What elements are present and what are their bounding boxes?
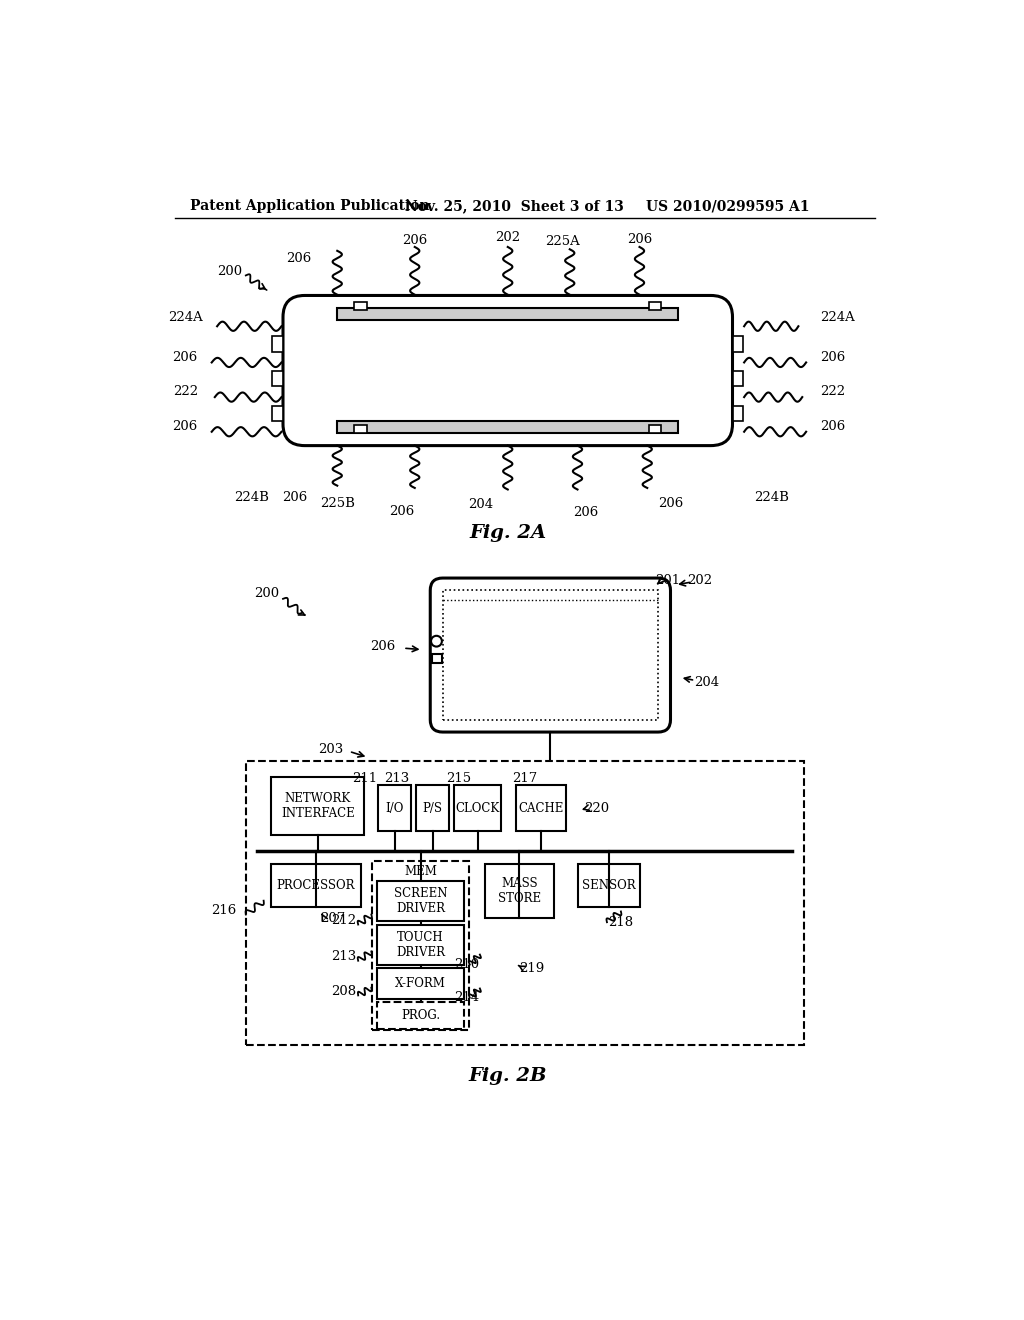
Text: 215: 215: [446, 772, 471, 785]
Text: 211: 211: [351, 772, 377, 785]
Text: SENSOR: SENSOR: [582, 879, 635, 892]
Text: Nov. 25, 2010  Sheet 3 of 13: Nov. 25, 2010 Sheet 3 of 13: [406, 199, 625, 213]
Bar: [484, 865, 554, 919]
Text: 206: 206: [820, 351, 846, 363]
Text: PROCESSOR: PROCESSOR: [276, 879, 355, 892]
Text: US 2010/0299595 A1: US 2010/0299595 A1: [646, 199, 809, 213]
Text: 206: 206: [282, 491, 307, 504]
FancyBboxPatch shape: [430, 578, 671, 733]
Text: 207: 207: [321, 912, 345, 925]
Text: P/S: P/S: [423, 801, 442, 814]
Text: 213: 213: [384, 772, 410, 785]
Bar: [271, 865, 360, 907]
Text: 203: 203: [318, 743, 343, 756]
Bar: [732, 405, 743, 421]
Text: 217: 217: [512, 772, 538, 785]
Text: 202: 202: [687, 574, 713, 587]
Bar: [272, 337, 283, 351]
Bar: [378, 785, 411, 832]
Text: 206: 206: [657, 496, 683, 510]
Text: 206: 206: [172, 420, 198, 433]
Bar: [455, 785, 501, 832]
Text: 206: 206: [627, 232, 652, 246]
Text: 222: 222: [173, 385, 198, 399]
Bar: [354, 425, 367, 433]
Text: 222: 222: [820, 385, 845, 399]
Text: Fig. 2A: Fig. 2A: [469, 524, 547, 543]
Text: 206: 206: [402, 234, 427, 247]
Bar: [272, 405, 283, 421]
Text: 224B: 224B: [754, 491, 788, 504]
Text: 214: 214: [454, 991, 479, 1005]
Bar: [354, 302, 367, 310]
Bar: [377, 1002, 464, 1028]
Text: 204: 204: [693, 676, 719, 689]
Bar: [337, 308, 678, 321]
Text: NETWORK
INTERFACE: NETWORK INTERFACE: [281, 792, 354, 820]
Text: 225B: 225B: [319, 496, 354, 510]
Text: Fig. 2B: Fig. 2B: [469, 1068, 547, 1085]
Text: 208: 208: [332, 985, 356, 998]
Text: 224A: 224A: [820, 310, 855, 323]
Text: CLOCK: CLOCK: [456, 801, 500, 814]
Circle shape: [431, 636, 442, 647]
Text: 206: 206: [389, 504, 414, 517]
Text: 212: 212: [332, 915, 356, 927]
Bar: [246, 760, 804, 1045]
Bar: [337, 421, 678, 433]
Bar: [372, 861, 469, 1030]
Text: 206: 206: [172, 351, 198, 363]
Text: 200: 200: [217, 265, 242, 279]
Bar: [649, 302, 662, 310]
Text: 206: 206: [286, 252, 311, 265]
Text: 219: 219: [519, 962, 545, 975]
Text: 224B: 224B: [234, 491, 269, 504]
Text: CACHE: CACHE: [518, 801, 563, 814]
Text: 206: 206: [820, 420, 846, 433]
Text: 210: 210: [454, 958, 479, 972]
Bar: [377, 880, 464, 921]
Text: MASS
STORE: MASS STORE: [498, 878, 541, 906]
Text: 220: 220: [584, 801, 609, 814]
Bar: [377, 924, 464, 965]
Bar: [377, 969, 464, 999]
Text: PROG.: PROG.: [401, 1008, 440, 1022]
Text: I/O: I/O: [385, 801, 403, 814]
Bar: [515, 785, 566, 832]
Text: 206: 206: [370, 640, 395, 653]
Text: 213: 213: [332, 950, 356, 964]
Bar: [732, 371, 743, 387]
Text: 224A: 224A: [168, 310, 203, 323]
Bar: [417, 785, 449, 832]
Text: TOUCH
DRIVER: TOUCH DRIVER: [396, 931, 445, 958]
Text: Patent Application Publication: Patent Application Publication: [190, 199, 430, 213]
Bar: [649, 425, 662, 433]
Text: 202: 202: [496, 231, 520, 244]
FancyBboxPatch shape: [283, 296, 732, 446]
Bar: [272, 371, 283, 387]
Bar: [578, 865, 640, 907]
Text: 204: 204: [468, 499, 494, 511]
Bar: [432, 653, 442, 663]
Text: X-FORM: X-FORM: [395, 977, 446, 990]
Text: 200: 200: [254, 587, 280, 601]
Bar: [732, 337, 743, 351]
Text: 216: 216: [211, 904, 237, 917]
Text: SCREEN
DRIVER: SCREEN DRIVER: [394, 887, 447, 915]
Text: 218: 218: [608, 916, 634, 929]
Text: 201: 201: [655, 574, 680, 587]
Text: 225A: 225A: [545, 235, 580, 248]
Bar: [442, 590, 658, 719]
Text: MEM: MEM: [404, 865, 437, 878]
Text: 206: 206: [572, 506, 598, 519]
Bar: [271, 777, 365, 836]
